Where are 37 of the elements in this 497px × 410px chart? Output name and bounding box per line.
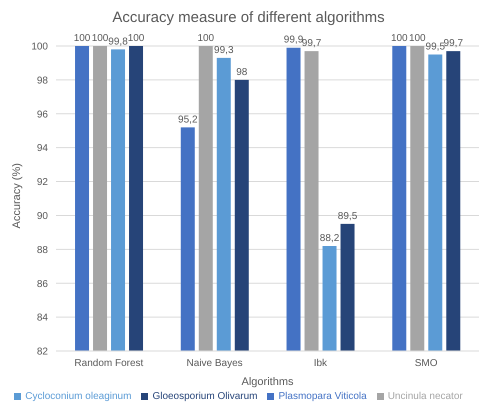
data-label: 99,8 (108, 36, 128, 48)
y-tick-label: 90 (36, 210, 48, 222)
data-label: 100 (74, 33, 91, 44)
legend-label: Gloeosporium Olivarum (152, 391, 258, 402)
y-tick-label: 82 (36, 346, 48, 358)
data-label: 100 (390, 33, 408, 44)
y-axis-title: Accuracy (%) (10, 163, 23, 228)
y-tick-label: 86 (36, 278, 48, 290)
data-label: 99,5 (426, 41, 446, 52)
data-label: 100 (197, 33, 215, 44)
data-label: 88,2 (320, 232, 340, 244)
y-tick-label: 88 (36, 244, 48, 256)
data-label: 98 (236, 66, 248, 78)
data-label: 89,5 (338, 210, 358, 222)
data-label: 99,7 (444, 38, 464, 50)
data-label: 100 (408, 33, 426, 44)
y-tick-label: 84 (36, 312, 48, 324)
y-tick-label: 100 (31, 42, 48, 53)
data-label: 99,3 (214, 44, 234, 56)
x-tick-label: Ibk (314, 358, 328, 370)
legend-label: Plasmopara Viticola (278, 391, 367, 402)
y-tick-label: 96 (36, 109, 48, 120)
data-label: 95,2 (178, 114, 198, 126)
x-axis-title: Algorithms (242, 376, 294, 388)
data-label: 100 (92, 33, 109, 44)
data-label: 99,7 (302, 38, 322, 50)
legend-label: Cycloconium oleaginum (25, 391, 132, 402)
data-label: 99,9 (284, 34, 304, 46)
y-tick-label: 98 (36, 75, 48, 86)
y-tick-label: 94 (36, 143, 48, 154)
x-tick-label: Random Forest (74, 358, 144, 370)
chart-title: Accuracy measure of different algorithms (111, 8, 386, 28)
y-tick-label: 92 (36, 177, 48, 188)
x-tick-label: SMO (414, 358, 438, 370)
x-tick-label: Naive Bayes (186, 358, 243, 370)
data-label: 100 (128, 33, 145, 44)
legend-label: Uncinula necator (388, 391, 463, 402)
